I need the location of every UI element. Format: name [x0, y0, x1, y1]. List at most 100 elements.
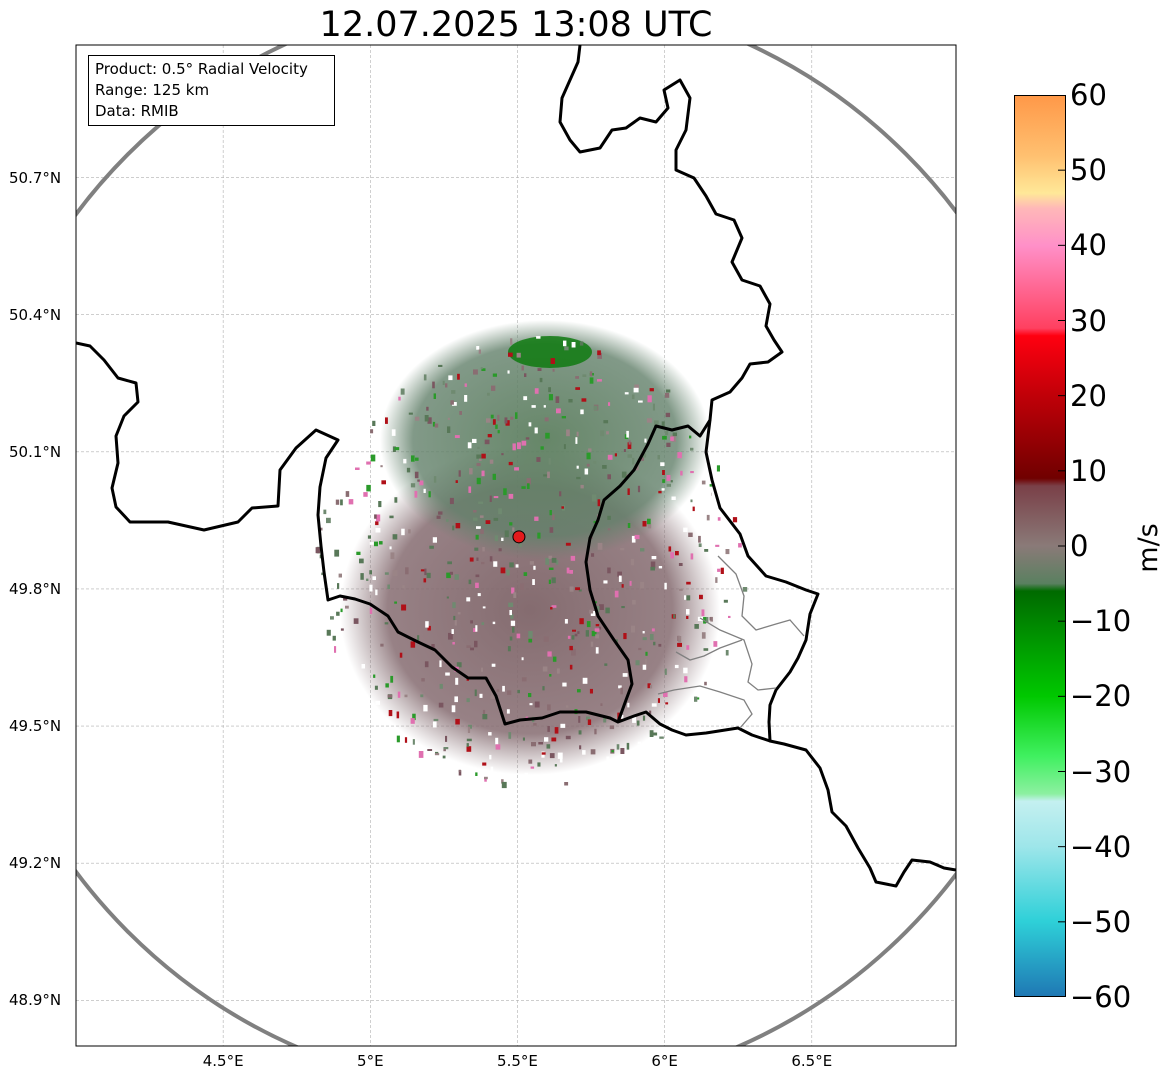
echo-pixel	[631, 394, 635, 400]
echo-pixel	[489, 495, 492, 502]
echo-pixel	[632, 599, 636, 605]
echo-pixel	[410, 718, 415, 724]
echo-pixel	[537, 368, 542, 371]
echo-pixel	[529, 703, 533, 706]
echo-pixel	[715, 577, 718, 583]
echo-pixel	[627, 454, 632, 458]
echo-pixel	[551, 605, 557, 608]
echo-pixel	[507, 690, 512, 695]
echo-pixel	[489, 556, 493, 562]
echo-pixel	[680, 470, 683, 476]
echo-pixel	[445, 383, 448, 388]
echo-pixel	[445, 672, 450, 676]
echo-pixel	[608, 402, 611, 406]
echo-pixel	[438, 702, 444, 708]
echo-pixel	[651, 556, 657, 560]
echo-pixel	[642, 521, 647, 527]
echo-pixel	[589, 371, 593, 377]
echo-pixel	[646, 418, 652, 423]
echo-pixel	[470, 647, 474, 651]
echo-pixel	[438, 511, 443, 515]
echo-pixel	[666, 442, 671, 447]
echo-pixel	[454, 696, 458, 703]
echo-pixel	[575, 387, 580, 390]
echo-pixel	[490, 766, 494, 774]
echo-pixel	[455, 677, 459, 685]
echo-pixel	[540, 446, 544, 450]
echo-pixel	[666, 483, 671, 487]
echo-pixel	[598, 626, 602, 630]
echo-pixel	[699, 594, 703, 600]
echo-pixel	[701, 609, 705, 617]
echo-pixel	[701, 480, 706, 485]
echo-pixel	[475, 625, 478, 632]
echo-pixel	[567, 635, 571, 639]
echo-pixel	[433, 393, 436, 399]
echo-pixel	[551, 737, 557, 742]
echo-pixel	[475, 772, 478, 776]
echo-pixel	[534, 427, 538, 434]
echo-pixel	[725, 549, 730, 555]
echo-pixel	[534, 388, 539, 394]
echo-pixel	[547, 704, 551, 711]
echo-pixel	[572, 629, 576, 632]
echo-pixel	[668, 546, 672, 552]
longitude-label: 4.5°E	[202, 1052, 244, 1070]
echo-pixel	[631, 625, 635, 633]
echo-pixel	[408, 529, 411, 534]
echo-pixel	[692, 506, 695, 512]
echo-pixel	[663, 692, 668, 697]
echo-pixel	[496, 689, 500, 692]
echo-pixel	[390, 675, 394, 683]
echo-pixel	[584, 468, 589, 475]
echo-pixel	[469, 557, 474, 562]
echo-pixel	[679, 588, 683, 591]
echo-pixel	[443, 747, 449, 750]
echo-pixel	[479, 515, 484, 518]
echo-pixel	[432, 381, 435, 389]
echo-pixel	[563, 444, 566, 450]
echo-pixel	[683, 527, 688, 533]
echo-pixel	[396, 711, 400, 719]
echo-pixel	[597, 352, 602, 359]
echo-pixel	[690, 553, 694, 560]
echo-pixel	[323, 509, 327, 515]
echo-pixel	[484, 439, 490, 445]
echo-pixel	[529, 561, 534, 565]
radar-echoes	[315, 320, 748, 789]
echo-pixel	[638, 647, 642, 651]
echo-pixel	[371, 420, 376, 426]
echo-pixel	[627, 523, 631, 528]
echo-pixel	[600, 430, 605, 437]
echo-pixel	[678, 563, 683, 566]
echo-pixel	[369, 570, 372, 575]
colorbar-tick-label: 20	[1070, 378, 1107, 413]
echo-pixel	[698, 543, 702, 547]
echo-pixel	[651, 703, 657, 707]
echo-pixel	[446, 572, 451, 579]
echo-pixel	[563, 340, 567, 347]
echo-pixel	[632, 716, 637, 723]
echo-pixel	[484, 778, 487, 782]
echo-pixel	[597, 499, 601, 507]
echo-pixel	[554, 727, 559, 734]
echo-pixel	[627, 702, 630, 708]
echo-pixel	[476, 346, 480, 350]
echo-pixel	[634, 534, 640, 540]
echo-pixel	[647, 518, 651, 525]
echo-pixel	[547, 726, 550, 732]
echo-pixel	[394, 601, 397, 604]
echo-pixel	[579, 745, 582, 750]
echo-pixel	[591, 494, 597, 502]
colorbar-tick-label: 10	[1070, 453, 1107, 488]
echo-pixel	[378, 501, 382, 508]
echo-pixel	[576, 465, 579, 469]
echo-pixel	[392, 534, 398, 540]
echo-pixel	[492, 373, 497, 377]
echo-pixel	[713, 641, 718, 647]
echo-pixel	[642, 453, 647, 458]
echo-pixel	[508, 602, 514, 607]
echo-pixel	[673, 614, 676, 619]
echo-pixel	[467, 726, 471, 733]
echo-pixel	[690, 499, 693, 503]
